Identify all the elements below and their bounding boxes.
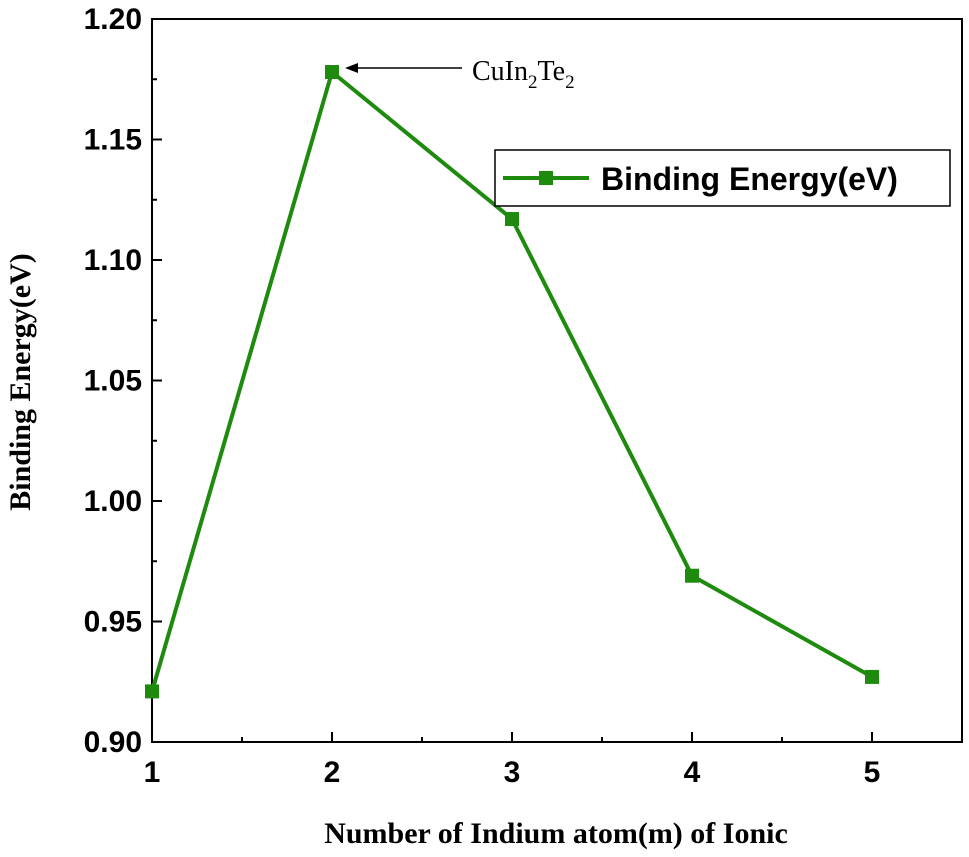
y-tick-label: 1.00 (84, 485, 142, 518)
x-tick-label: 1 (144, 756, 161, 789)
plot-border (151, 18, 963, 743)
y-tick-label: 1.15 (84, 124, 142, 157)
annotation-part-0: CuIn (472, 56, 528, 87)
y-tick-label: 0.95 (84, 606, 142, 639)
y-tick-label: 0.90 (84, 726, 142, 759)
legend: Binding Energy(eV) (494, 149, 951, 207)
series-layer (145, 65, 879, 699)
x-axis-ticks: 1 2 3 4 5 (144, 732, 963, 789)
plot-frame (151, 18, 963, 743)
annotation-part-1: 2 (528, 72, 538, 93)
x-tick-label: 4 (684, 756, 701, 789)
annotation-part-2: Te (538, 56, 566, 87)
data-point-marker (325, 65, 339, 80)
x-axis-title: Number of Indium atom(m) of Ionic (324, 817, 788, 850)
y-tick-label: 1.10 (84, 244, 142, 277)
x-tick-label: 2 (324, 756, 341, 789)
y-tick-label: 1.05 (84, 365, 142, 398)
annotation-part-3: 2 (565, 72, 575, 93)
legend-label: Binding Energy(eV) (601, 161, 898, 197)
x-tick-label: 3 (504, 756, 521, 789)
annotation: CuIn2Te2 (345, 56, 575, 93)
data-point-marker (685, 568, 699, 583)
data-point-marker (145, 684, 159, 699)
annotation-arrow-head (345, 63, 358, 73)
y-tick-label: 1.20 (84, 3, 142, 36)
data-point-marker (865, 669, 879, 684)
data-point-marker (505, 212, 519, 227)
annotation-label: CuIn2Te2 (472, 56, 575, 93)
x-tick-label: 5 (864, 756, 881, 789)
y-axis-ticks: 0.90 0.95 1.00 1.05 1.10 1.15 1.20 (84, 3, 162, 759)
y-axis-title: Binding Energy(eV) (4, 253, 37, 511)
legend-marker-sample (539, 171, 553, 185)
